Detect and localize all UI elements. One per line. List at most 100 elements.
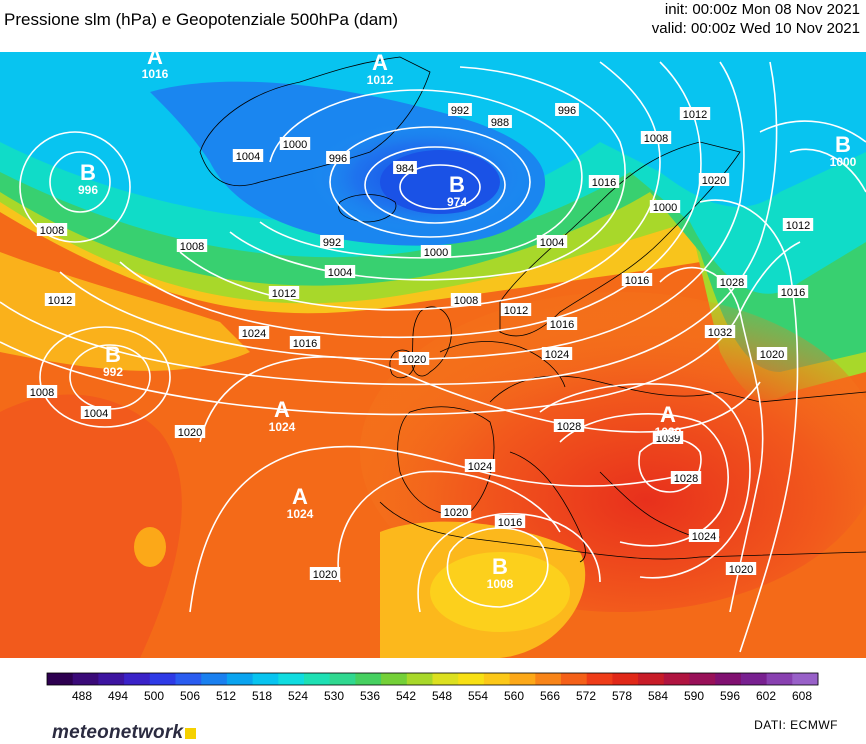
svg-text:1020: 1020 (444, 507, 468, 519)
color-scale-tick-label: 506 (180, 689, 200, 703)
svg-text:1028: 1028 (557, 421, 581, 433)
svg-text:1008: 1008 (180, 241, 204, 253)
svg-text:1008: 1008 (454, 295, 478, 307)
svg-text:1024: 1024 (242, 328, 266, 340)
color-scale-swatch (715, 673, 742, 685)
color-scale-swatch (329, 673, 356, 685)
svg-text:1020: 1020 (729, 564, 753, 576)
svg-text:1024: 1024 (545, 349, 569, 361)
color-scale-swatch (638, 673, 665, 685)
color-scale-swatch (432, 673, 459, 685)
svg-text:996: 996 (329, 153, 347, 165)
isobar-label: 1016 (777, 285, 809, 299)
isobar-label: 1020 (174, 425, 206, 439)
isobar-label: 1000 (420, 245, 452, 259)
isobar-value-labels: 1004 1000 996 984 992 988 996 1008 1012 1008 1012 1… (26, 103, 814, 581)
center-value: 974 (447, 195, 467, 209)
svg-text:996: 996 (558, 105, 576, 117)
isobar-label: 1020 (725, 562, 757, 576)
isobar-label: 1004 (536, 235, 568, 249)
center-value: 996 (78, 183, 98, 197)
color-scale-swatch (175, 673, 202, 685)
color-scale-tick-label: 608 (792, 689, 812, 703)
color-scale-swatch (149, 673, 176, 685)
color-scale-tick-label: 578 (612, 689, 632, 703)
isobar-label: 1016 (546, 317, 578, 331)
color-scale-swatch (689, 673, 716, 685)
color-scale-tick-label: 560 (504, 689, 524, 703)
coastlines (199, 56, 866, 563)
svg-text:1004: 1004 (236, 151, 260, 163)
isobars (0, 61, 866, 653)
svg-text:1016: 1016 (498, 517, 522, 529)
brand-logo: meteonetwork (52, 722, 197, 744)
color-scale-ticks: 488 494 500 506 512 518 524 530 536 542 548 554 560 5… (72, 689, 812, 703)
center-letter: A (660, 402, 676, 427)
svg-text:1032: 1032 (708, 327, 732, 339)
isobar-label: 988 (488, 115, 512, 129)
isobar-label: 1008 (36, 223, 68, 237)
brand-square-icon (185, 728, 197, 739)
brand-text: meteonetwork (52, 722, 184, 743)
color-scale-swatch (663, 673, 690, 685)
svg-text:992: 992 (323, 237, 341, 249)
center-value: 992 (103, 365, 123, 379)
color-scale-border (46, 672, 819, 686)
color-scale-tick-label: 524 (288, 689, 308, 703)
center-value: 1008 (487, 577, 514, 591)
color-scale-tick-label: 512 (216, 689, 236, 703)
center-value: 1024 (287, 507, 314, 521)
color-scale-tick-label: 566 (540, 689, 560, 703)
center-letter: A (147, 52, 163, 69)
color-scale-tick-label: 590 (684, 689, 704, 703)
color-scale-swatch (304, 673, 331, 685)
color-scale-swatch (458, 673, 485, 685)
color-scale-swatch (98, 673, 125, 685)
svg-text:1008: 1008 (644, 133, 668, 145)
isobar-label: 1028 (553, 419, 585, 433)
isobar-label: 1008 (450, 293, 482, 307)
svg-text:1020: 1020 (402, 354, 426, 366)
color-scale-swatches (47, 673, 819, 685)
isobar-label: 1024 (688, 529, 720, 543)
color-scale-swatch (201, 673, 228, 685)
svg-text:992: 992 (451, 105, 469, 117)
isobar-label: 1032 (704, 325, 736, 339)
color-scale-swatch (561, 673, 588, 685)
color-scale-swatch (381, 673, 408, 685)
isobar-label: 1028 (716, 275, 748, 289)
color-scale-swatch (766, 673, 793, 685)
svg-text:1028: 1028 (720, 277, 744, 289)
color-scale-tick-label: 536 (360, 689, 380, 703)
center-value: 1016 (142, 67, 169, 81)
init-time: init: 00:00z Mon 08 Nov 2021 (664, 1, 860, 18)
color-scale-swatch (740, 673, 768, 685)
center-value: 1024 (269, 420, 296, 434)
center-letter: B (105, 342, 121, 367)
color-scale-swatch (586, 673, 613, 685)
svg-text:1020: 1020 (313, 569, 337, 581)
isobar-label: 1012 (679, 107, 711, 121)
svg-text:1020: 1020 (702, 175, 726, 187)
color-scale-swatch (612, 673, 639, 685)
color-scale-tick-label: 584 (648, 689, 668, 703)
weather-map: 1004 1000 996 984 992 988 996 1008 1012 1008 1012 1… (0, 52, 866, 658)
isobar-label: 1016 (289, 336, 321, 350)
isobar-label: 1000 (649, 200, 681, 214)
isobar-label: 992 (320, 235, 344, 249)
svg-text:984: 984 (396, 163, 414, 175)
isobar-label: 1024 (238, 326, 270, 340)
svg-text:1004: 1004 (84, 408, 108, 420)
isobar-label: 1024 (464, 459, 496, 473)
color-scale-tick-label: 572 (576, 689, 596, 703)
isobar-label: 1016 (494, 515, 526, 529)
isobar-label: 1028 (670, 471, 702, 485)
isobar-label: 1004 (324, 265, 356, 279)
isobar-label: 992 (448, 103, 472, 117)
color-scale-tick-label: 494 (108, 689, 128, 703)
